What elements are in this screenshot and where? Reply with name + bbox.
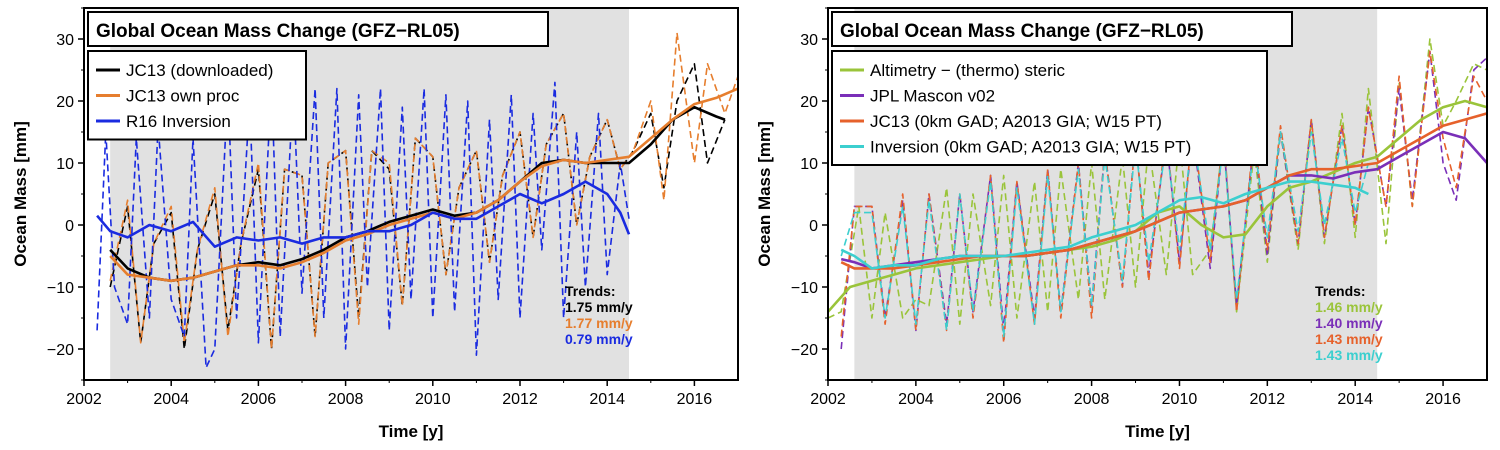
legend-label-1: JPL Mascon v02 (870, 87, 995, 106)
legend-frame (831, 50, 1268, 166)
chart-title: Global Ocean Mass Change (GFZ−RL05) (96, 21, 460, 42)
legend-label-2: JC13 (0km GAD; A2013 GIA; W15 PT) (870, 112, 1162, 131)
y-tick-label: 30 (800, 32, 818, 49)
trends-annotation: Trends:1.75 mm/y1.77 mm/y0.79 mm/y (565, 283, 633, 347)
y-tick-label: 10 (800, 156, 818, 173)
x-axis-label: Time [y] (379, 422, 444, 441)
x-tick-label: 2004 (153, 391, 189, 408)
left-chart-panel: 2002 2004 2006 2008 2010 2012 2014 2016−20−1001… (11, 7, 739, 441)
series-3-smoothed-line (840, 180, 1369, 270)
x-tick-label: 2010 (415, 391, 451, 408)
y-tick-label: −10 (47, 280, 74, 297)
data-layer (96, 31, 738, 369)
x-tick-label: 2008 (328, 391, 364, 408)
y-tick-label: 10 (56, 156, 74, 173)
trend-value-1: 1.77 mm/y (565, 315, 633, 331)
series-1-smoothed-line (109, 87, 738, 283)
title-box-frame (87, 11, 549, 47)
legend-label-3: Inversion (0km GAD; A2013 GIA; W15 PT) (870, 138, 1191, 157)
y-tick-label: 20 (800, 94, 818, 111)
series-2-smoothed-line (840, 112, 1487, 270)
trends-annotation: Trends:1.46 mm/y1.40 mm/y1.43 mm/y1.43 m… (1315, 283, 1383, 363)
y-axis-label: Ocean Mass [mm] (11, 121, 30, 267)
chart-title: Global Ocean Mass Change (GFZ−RL05) (840, 21, 1204, 42)
title-box-frame (831, 11, 1293, 47)
series-2-smoothed-line (96, 180, 631, 248)
trend-value-0: 1.46 mm/y (1315, 299, 1383, 315)
legend: JC13 (downloaded) JC13 own proc R16 Invers… (87, 50, 307, 141)
x-tick-label: 2012 (1250, 391, 1286, 408)
x-tick-label: 2016 (677, 391, 713, 408)
y-tick-label: −20 (791, 342, 818, 359)
trends-heading: Trends: (1315, 283, 1366, 299)
y-tick-label: 30 (56, 32, 74, 49)
legend-label-2: R16 Inversion (126, 112, 231, 131)
x-tick-label: 2016 (1425, 391, 1461, 408)
y-tick-label: −10 (791, 280, 818, 297)
x-tick-label: 2002 (66, 391, 102, 408)
trends-heading: Trends: (565, 283, 616, 299)
right-chart-panel: 2002 2004 2006 2008 2010 2012 2014 2016−20−1001… (755, 7, 1488, 441)
x-tick-label: 2012 (502, 391, 538, 408)
x-tick-label: 2010 (1162, 391, 1198, 408)
legend-frame (87, 50, 307, 141)
series-2-monthly-line (96, 81, 630, 369)
x-tick-label: 2006 (241, 391, 277, 408)
trend-value-2: 1.43 mm/y (1315, 331, 1383, 347)
x-axis-label: Time [y] (1125, 422, 1190, 441)
trend-value-1: 1.40 mm/y (1315, 315, 1383, 331)
x-tick-label: 2004 (898, 391, 934, 408)
y-axis-label: Ocean Mass [mm] (755, 121, 774, 267)
title-box: Global Ocean Mass Change (GFZ−RL05) (87, 11, 549, 47)
y-tick-label: 20 (56, 94, 74, 111)
x-tick-label: 2014 (1337, 391, 1373, 408)
legend-label-0: Altimetry − (thermo) steric (870, 61, 1066, 80)
x-tick-label: 2008 (1074, 391, 1110, 408)
y-tick-label: −20 (47, 342, 74, 359)
trend-value-3: 1.43 mm/y (1315, 347, 1383, 363)
legend-label-0: JC13 (downloaded) (126, 61, 273, 80)
trend-value-0: 1.75 mm/y (565, 299, 633, 315)
y-tick-label: 0 (65, 218, 74, 235)
trend-value-2: 0.79 mm/y (565, 331, 633, 347)
x-tick-label: 2002 (810, 391, 846, 408)
title-box: Global Ocean Mass Change (GFZ−RL05) (831, 11, 1293, 47)
legend-label-1: JC13 own proc (126, 87, 240, 106)
x-tick-label: 2006 (986, 391, 1022, 408)
legend: Altimetry − (thermo) steric JPL Mascon v0… (831, 50, 1268, 166)
x-tick-label: 2014 (589, 391, 625, 408)
y-tick-label: 0 (809, 218, 818, 235)
